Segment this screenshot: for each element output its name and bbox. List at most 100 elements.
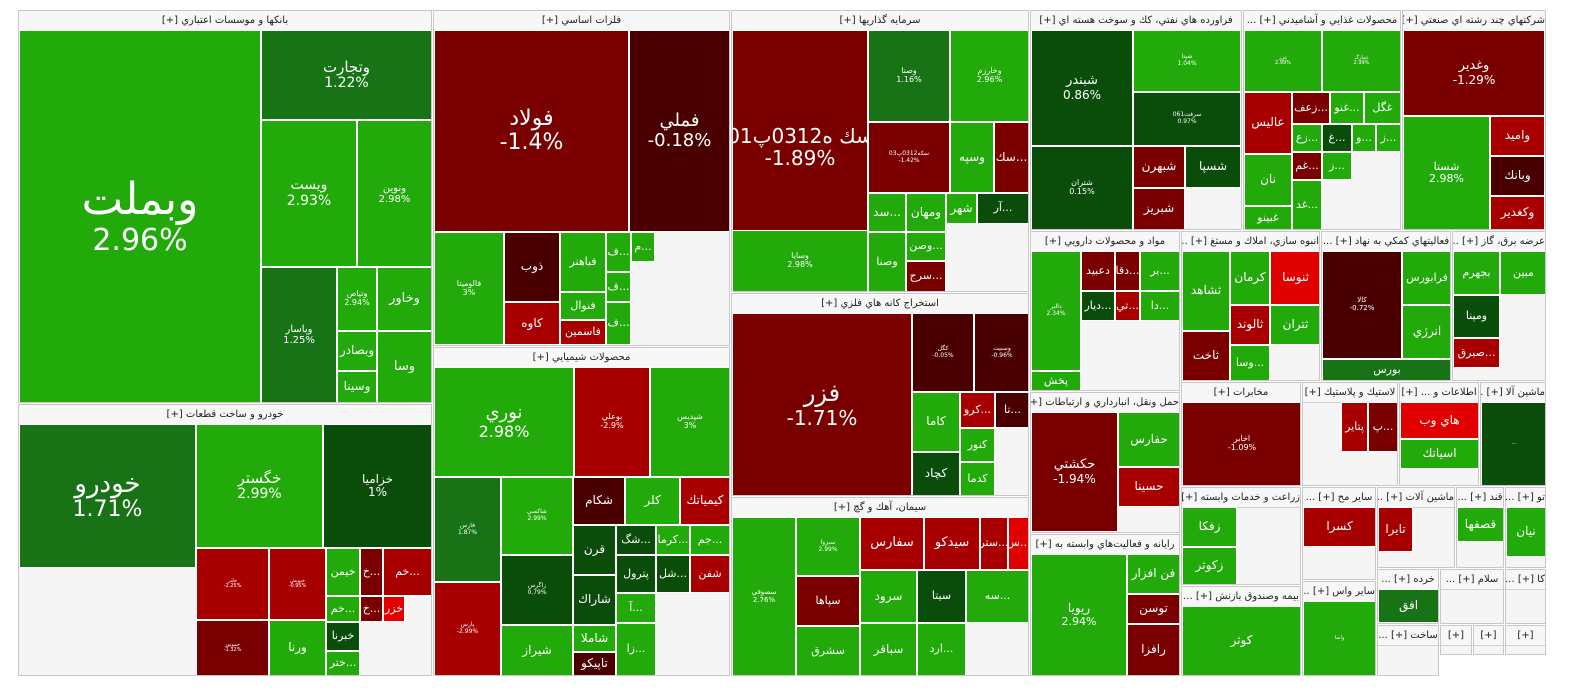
stock-tile[interactable]: افق	[1378, 589, 1438, 623]
stock-tile[interactable]: ...س	[1008, 517, 1028, 570]
stock-tile[interactable]: زفكا	[1182, 507, 1237, 547]
stock-tile[interactable]: ...ستر	[980, 517, 1008, 570]
stock-tile[interactable]: واسا	[1303, 601, 1375, 675]
stock-tile[interactable]: كچاد	[912, 452, 960, 495]
stock-tile[interactable]: پارس -2.99%	[434, 582, 501, 675]
stock-tile[interactable]: سپاها	[796, 576, 860, 626]
sector-header[interactable]: ماشين آلا [+] ...	[1481, 383, 1545, 403]
stock-tile[interactable]: نيان	[1506, 507, 1545, 557]
stock-tile[interactable]: غگل	[1364, 92, 1400, 124]
stock-tile[interactable]: سيتا	[917, 570, 966, 623]
stock-tile[interactable]: خبرنا	[326, 622, 360, 651]
stock-tile[interactable]: ...ديار	[1081, 291, 1115, 321]
stock-tile[interactable]: وتجارت 1.22%	[261, 30, 431, 120]
sector-header[interactable]: خودرو و ساخت قطعات [+]	[19, 405, 431, 425]
stock-tile[interactable]: كنور	[960, 428, 995, 462]
stock-tile[interactable]: غزر 2.99%	[1244, 30, 1322, 92]
stock-tile[interactable]: شكام	[573, 477, 625, 525]
stock-tile[interactable]: شپديس 3%	[650, 367, 729, 477]
stock-tile[interactable]: ...زعف	[1292, 92, 1330, 124]
stock-tile[interactable]: ...دا	[1140, 291, 1179, 321]
stock-tile[interactable]: ...ز	[1376, 124, 1400, 152]
stock-tile[interactable]: حكشتي -1.94%	[1031, 412, 1118, 532]
stock-tile[interactable]: دالبر 2.34%	[1031, 251, 1081, 371]
stock-tile[interactable]: توسن	[1127, 594, 1179, 624]
stock-tile[interactable]: ...غم	[1292, 152, 1322, 180]
stock-tile[interactable]: ...زع	[1292, 124, 1322, 152]
stock-tile[interactable]: سك ه0312پ01-1.89%	[732, 30, 868, 263]
stock-tile[interactable]: كالا -0.72%	[1322, 251, 1402, 359]
stock-tile[interactable]: ...	[1481, 402, 1545, 485]
sector-header[interactable]: زراعت و خدمات وابسته [+]	[1182, 488, 1300, 508]
stock-tile[interactable]: عاليس	[1244, 92, 1292, 154]
stock-tile[interactable]: شفن	[690, 555, 729, 593]
stock-tile[interactable]: وسپه	[950, 122, 994, 193]
stock-tile[interactable]: سشرق	[796, 626, 860, 675]
stock-tile[interactable]: ...سك	[994, 122, 1028, 193]
stock-tile[interactable]: ...خم	[326, 596, 360, 622]
sector-header[interactable]: عرضه برق، گاز [+] ...	[1453, 232, 1545, 252]
stock-tile[interactable]: قرن	[573, 525, 616, 575]
stock-tile[interactable]: وسا	[377, 331, 431, 402]
stock-tile[interactable]: ومهان	[906, 193, 946, 232]
stock-tile[interactable]: فرابورس	[1402, 251, 1450, 305]
stock-tile[interactable]: كاوه	[504, 302, 560, 345]
stock-tile[interactable]: ...م	[631, 232, 655, 262]
stock-tile[interactable]: فالوميتا 3%	[434, 232, 504, 345]
stock-tile[interactable]: خگستر 2.99%	[196, 424, 323, 548]
sector-header[interactable]: فعاليتهاي كمكي به نهاد [+] ...	[1322, 232, 1450, 252]
stock-tile[interactable]: سفارس	[860, 517, 924, 570]
stock-tile[interactable]: شبريز	[1133, 188, 1185, 229]
stock-tile[interactable]: ...تي	[1115, 291, 1140, 321]
stock-tile[interactable]: ...غ	[1322, 124, 1352, 152]
sector-header[interactable]: ساخت [+] ...	[1378, 626, 1438, 646]
stock-tile[interactable]: فزر -1.71%	[732, 313, 912, 495]
stock-tile[interactable]: اسياتك	[1400, 439, 1478, 469]
stock-tile[interactable]: ...كرما	[656, 525, 690, 555]
stock-tile[interactable]: ...آ	[616, 593, 656, 623]
stock-tile[interactable]: خموتور -1.32%	[196, 620, 269, 675]
stock-tile[interactable]: ...سه	[966, 570, 1028, 623]
stock-tile[interactable]: حفارس	[1118, 412, 1179, 467]
sector-header[interactable]: سرمايه گذاريها [+]	[732, 11, 1028, 31]
stock-tile[interactable]: ...شگ	[616, 525, 656, 555]
sector-header[interactable]: شركتهاي چند رشته اي صنعتي [+]	[1403, 11, 1545, 31]
sector-header[interactable]: استخراج كانه هاي فلزي [+]	[732, 294, 1028, 314]
stock-tile[interactable]: نوري 2.98%	[434, 367, 574, 477]
sector-header[interactable]: [+]	[1506, 626, 1545, 646]
stock-tile[interactable]: شتران 0.15%	[1031, 146, 1133, 229]
stock-tile[interactable]: وصنا	[868, 232, 906, 291]
sector-header[interactable]: ماشين آلات [+] ...	[1378, 488, 1454, 508]
stock-tile[interactable]: ورنا	[269, 620, 326, 675]
stock-tile[interactable]: ...وصن	[906, 232, 946, 261]
sector-header[interactable]: قند [+] ...	[1457, 488, 1503, 508]
stock-tile[interactable]: ويست 2.93%	[261, 120, 357, 267]
stock-tile[interactable]: سرود	[860, 570, 917, 623]
stock-tile[interactable]: وكغدير	[1490, 196, 1545, 229]
stock-tile[interactable]: وتپاص 2.94%	[337, 267, 377, 331]
sector-header[interactable]: بانكها و موسسات اعتباري [+]	[19, 11, 431, 31]
stock-tile[interactable]: ...ختر	[326, 651, 360, 675]
stock-tile[interactable]: خلنر -2.25%	[196, 548, 269, 620]
sector-header[interactable]: كا [+] ...	[1506, 570, 1545, 590]
stock-tile[interactable]: وسنيت -0.96%	[974, 313, 1028, 392]
stock-tile[interactable]: انرژي	[1402, 305, 1450, 359]
stock-tile[interactable]: حسينا	[1118, 467, 1179, 507]
sector-header[interactable]: سلام [+] ...	[1441, 570, 1503, 590]
sector-header[interactable]: انبوه سازي، املاك و مستغ [+] ...	[1182, 232, 1319, 252]
stock-tile[interactable]: ...صبرق	[1453, 338, 1500, 368]
stock-tile[interactable]: سبزوا 2.99%	[796, 517, 860, 576]
stock-tile[interactable]: زكوثر	[1182, 547, 1237, 584]
stock-tile[interactable]: ...خ	[360, 596, 383, 622]
stock-tile[interactable]: تايرا	[1378, 507, 1413, 552]
stock-tile[interactable]: وسايا 2.98%	[732, 230, 868, 291]
sector-header[interactable]: فراورده هاي نفتي، كك و سوخت هسته اي [+]	[1031, 11, 1241, 31]
stock-tile[interactable]: كاما	[912, 392, 960, 452]
stock-tile[interactable]: واميد	[1490, 116, 1545, 156]
stock-tile[interactable]: شسپا	[1185, 146, 1241, 188]
sector-header[interactable]: خرده [+] ...	[1378, 570, 1438, 590]
sector-header[interactable]: لاستيك و پلاستيك [+]	[1303, 383, 1397, 403]
stock-tile[interactable]: شهر	[946, 193, 977, 224]
stock-tile[interactable]: ...سرج	[906, 261, 946, 291]
stock-tile[interactable]: ذوب	[504, 232, 560, 302]
